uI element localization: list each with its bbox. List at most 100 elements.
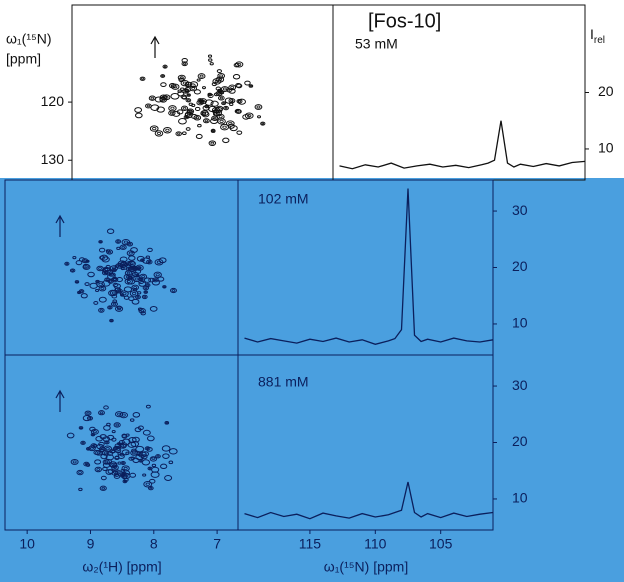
contour-peak [135, 445, 145, 453]
contour-peak [202, 118, 210, 124]
contour-peak [180, 80, 190, 87]
contour-peak [84, 462, 88, 466]
contour-peak [84, 264, 88, 268]
contour-peak [123, 466, 128, 470]
contour-peak [149, 125, 159, 132]
contour-peak [165, 128, 170, 132]
contour-peak [191, 87, 196, 90]
contour-peak [197, 123, 202, 128]
panel: 102 mM 10 20 30 [4, 179, 528, 356]
contour-peak [171, 289, 176, 292]
contour-peak [257, 115, 262, 119]
contour-peak [135, 294, 141, 300]
concentration-label: 881 mM [258, 374, 309, 390]
contour-peak [145, 482, 150, 486]
contour-peak [126, 280, 131, 284]
contour-peak [130, 450, 138, 456]
concentration-label: 53 mM [355, 36, 398, 52]
contour-peak [128, 242, 132, 246]
intensity-tick-label: 30 [512, 202, 528, 218]
contour-peak [119, 290, 129, 297]
contour-peak [106, 228, 115, 235]
contour-peak [101, 280, 111, 287]
contour-peak [163, 285, 166, 288]
intensity-sub: rel [594, 35, 605, 46]
contour-peak [178, 77, 185, 83]
contour-peak [96, 281, 105, 288]
contour-peak [177, 74, 186, 81]
contour-peak [161, 445, 171, 452]
contour-peak [149, 305, 158, 312]
contour-peak [160, 463, 168, 470]
contour-peak [115, 447, 118, 450]
contour-peak [143, 480, 153, 488]
contour-peak [119, 411, 128, 419]
contour-peak [249, 85, 253, 87]
contour-peak [142, 473, 147, 477]
contour-peak [152, 277, 159, 283]
contour-peak [86, 260, 89, 263]
contour-peak [113, 283, 121, 289]
intensity-main: I [590, 26, 594, 42]
contour-peak [134, 107, 143, 113]
trace-line [339, 120, 586, 170]
contour-peak [143, 290, 148, 294]
contour-peak [87, 271, 95, 278]
contour-peak [125, 266, 133, 272]
contour-peak [111, 268, 117, 273]
contour-peak [168, 448, 178, 455]
contour-peak [98, 267, 102, 270]
contour-peak [139, 459, 143, 462]
contour-peak [111, 291, 116, 295]
contour-peak [162, 285, 167, 289]
contour-peak [168, 110, 176, 116]
contour-peak [160, 82, 167, 87]
contour-peak [90, 432, 96, 437]
contour-peak [210, 129, 216, 133]
n15-tick-label: 130 [41, 151, 65, 167]
contour-peak [110, 301, 118, 307]
contour-peak [222, 137, 230, 144]
contour-peak [86, 415, 93, 421]
h1-tick-label: 7 [213, 536, 221, 552]
contour-peak [65, 262, 69, 265]
contour-peak [112, 299, 118, 304]
contour-peak [183, 62, 187, 65]
contour-peak [148, 467, 152, 470]
contour-peak [119, 244, 127, 250]
contour-peak [180, 105, 189, 111]
contour-peak [105, 249, 111, 253]
contour-peak [170, 93, 180, 100]
contour-peak [149, 487, 153, 490]
contour-peak [87, 447, 90, 450]
contour-peak [204, 119, 209, 123]
contour-peak [129, 418, 135, 422]
contour-peak [71, 269, 75, 272]
contour-peak [209, 62, 214, 66]
contour-peak [112, 269, 116, 272]
trace-x-tick-label: 115 [299, 536, 322, 552]
contour-peak [158, 257, 167, 264]
contour-peak [164, 475, 173, 481]
contour-peak [175, 131, 182, 137]
contour-peak [186, 93, 191, 97]
contour-peak [217, 95, 225, 101]
contour-peak [75, 280, 79, 283]
contour-peak [141, 275, 146, 278]
contour-peak [156, 131, 162, 135]
contour-peak [202, 105, 210, 111]
contour-peak [161, 74, 164, 77]
contour-peak [188, 102, 194, 107]
contour-peak [228, 84, 237, 91]
n15-axis-label: ω₁(¹⁵N) [6, 31, 52, 47]
contour-peak [214, 79, 220, 83]
spectrum-2d-frame [71, 4, 334, 181]
contour-peak [173, 85, 178, 89]
contour-peak [221, 101, 227, 106]
trace-x-tick-label: 105 [429, 536, 453, 552]
contour-peak [103, 445, 112, 452]
contour-peak [126, 271, 131, 275]
contour-peak [98, 410, 105, 416]
contour-peak [144, 286, 148, 290]
